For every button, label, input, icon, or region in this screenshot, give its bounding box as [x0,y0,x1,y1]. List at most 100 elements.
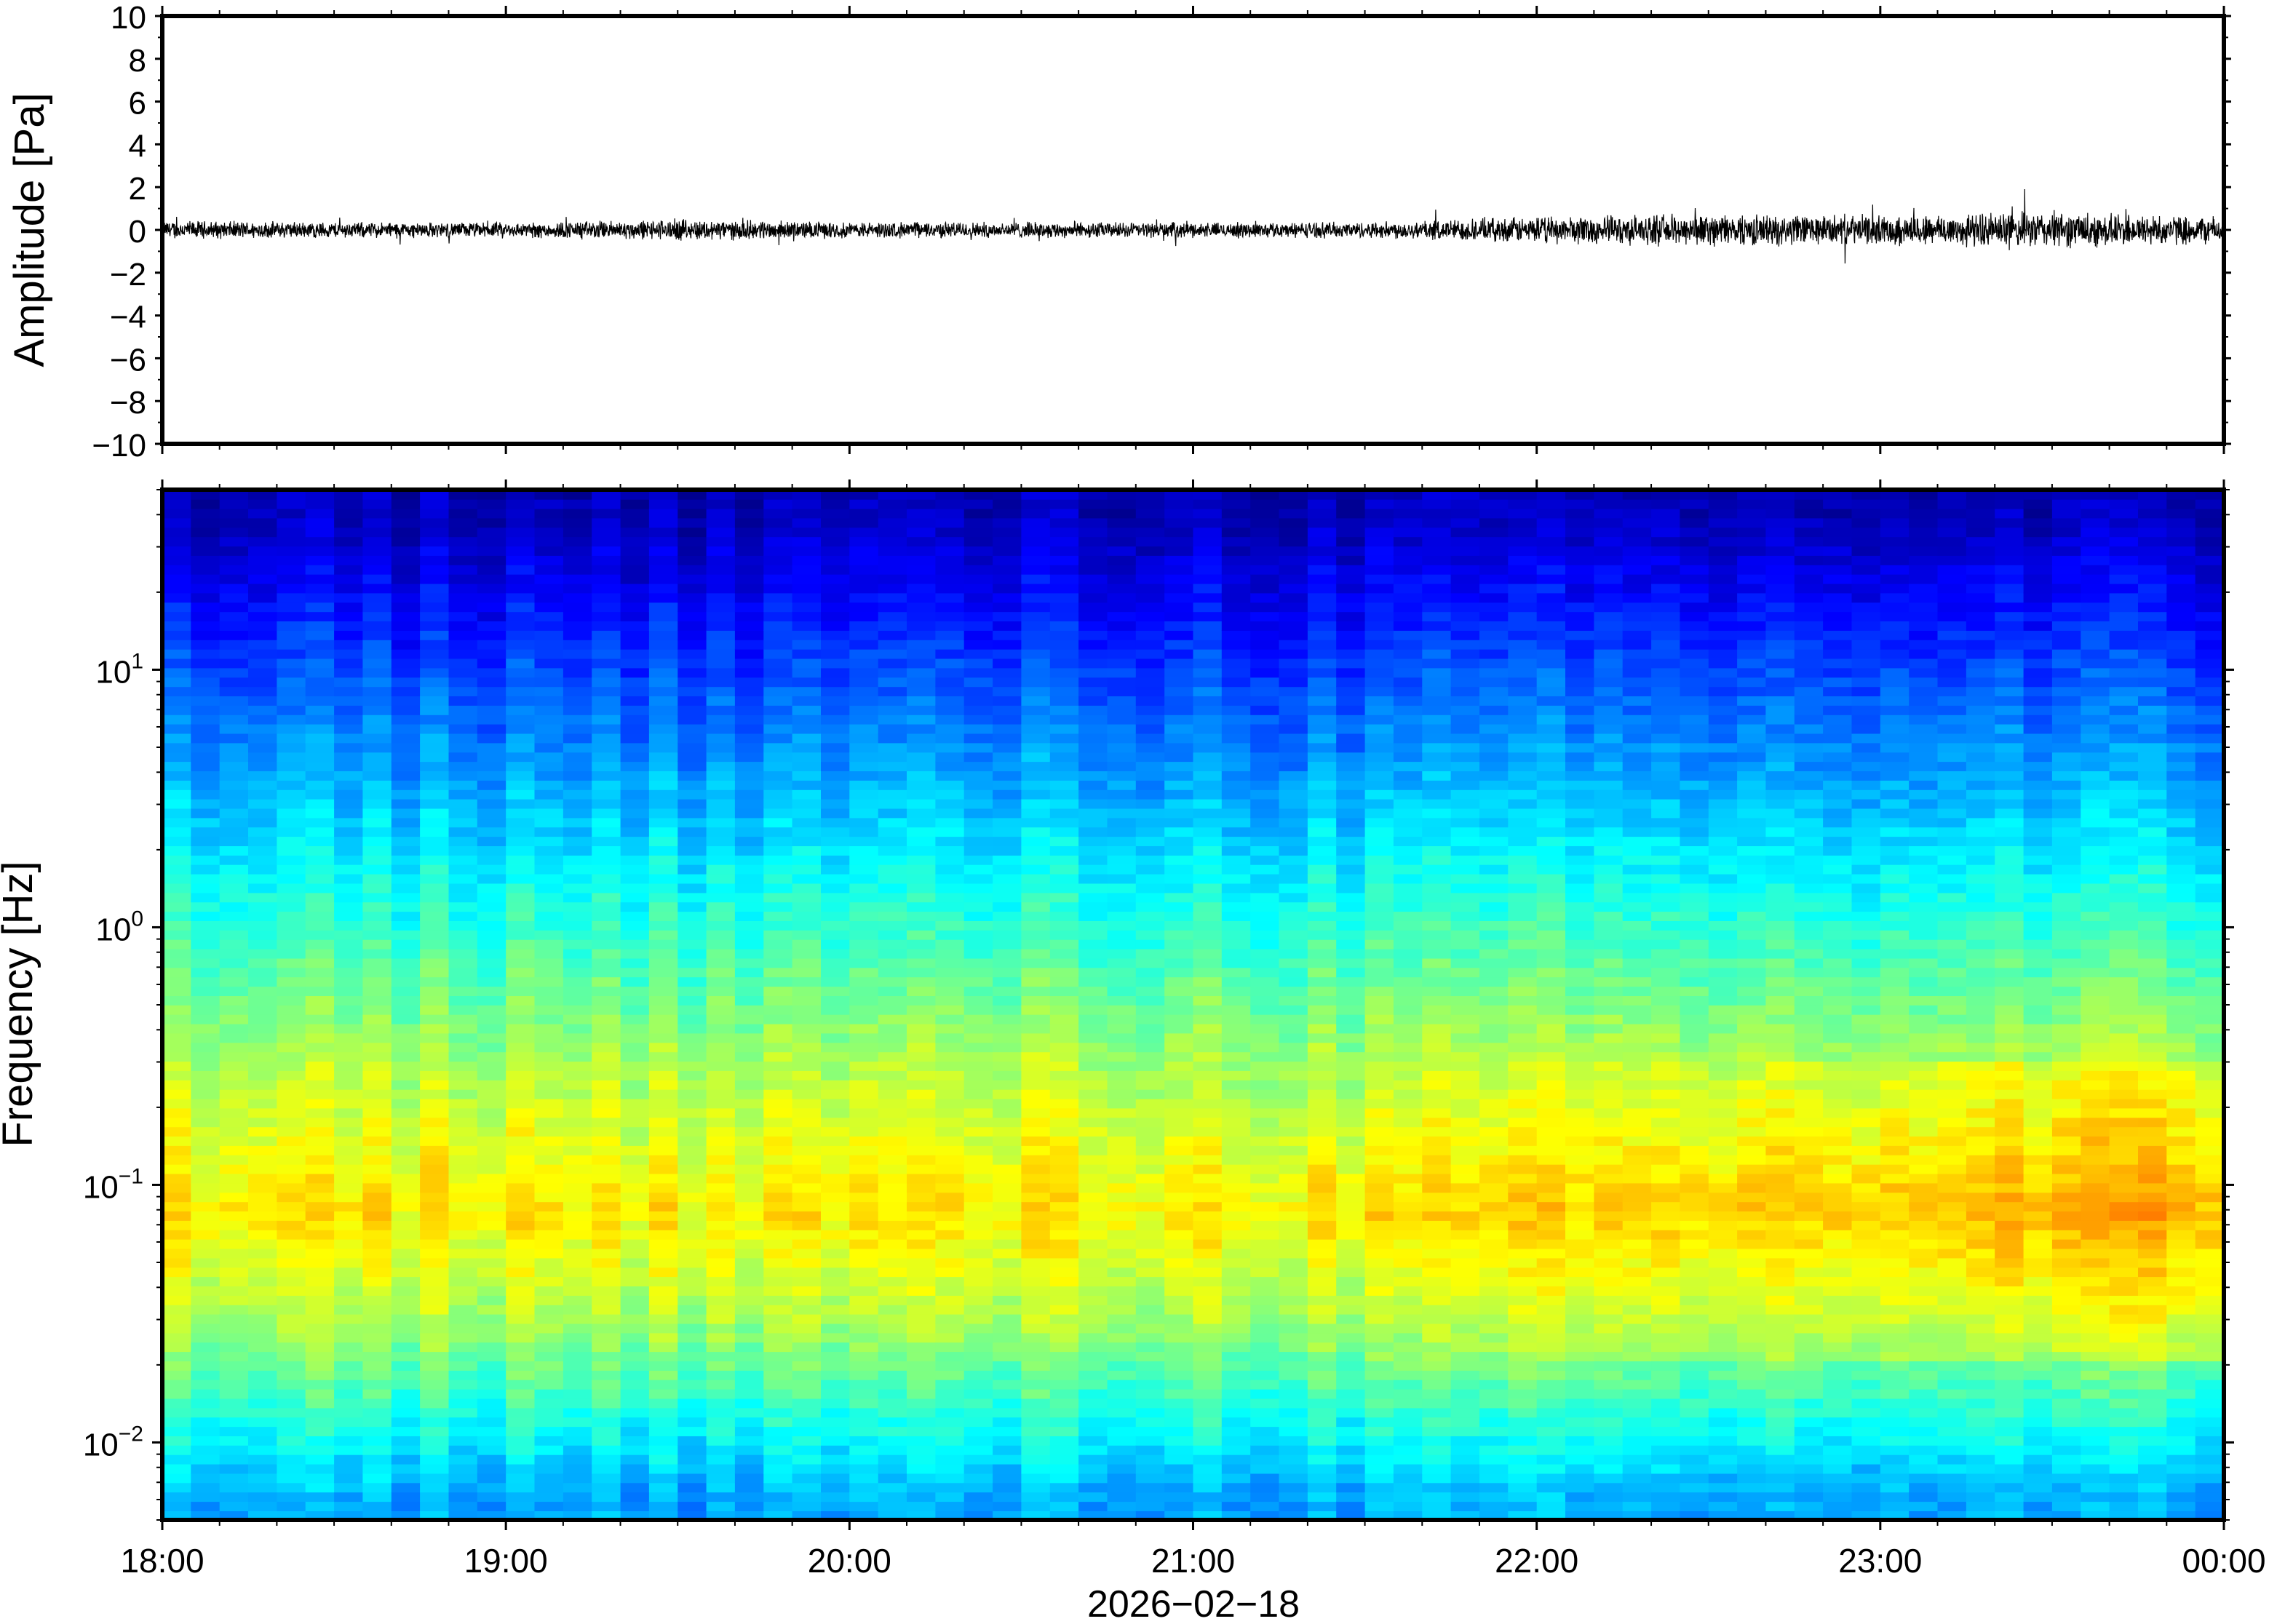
spectrogram-cell [1049,1445,1079,1455]
spectrogram-cell [1193,1304,1223,1315]
spectrogram-cell [993,565,1022,575]
spectrogram-cell [821,667,851,678]
spectrogram-cell [592,696,621,706]
spectrogram-cell [620,789,650,800]
spectrogram-cell [935,658,965,669]
spectrogram-cell [620,490,650,500]
spectrogram-cell [1135,648,1165,659]
spectrogram-cell [191,911,220,921]
spectrogram-cell [362,677,392,688]
spectrogram-cell [849,1182,879,1193]
spectrogram-cell [334,1163,364,1174]
spectrogram-cell [219,1201,249,1211]
spectrogram-cell [191,621,220,631]
spectrogram-cell [1393,1257,1423,1268]
spectrogram-cell [963,930,993,940]
spectrogram-cell [391,873,421,884]
spectrogram-cell [592,808,621,819]
spectrogram-cell [1250,1276,1280,1286]
spectrogram-cell [792,771,822,781]
spectrogram-cell [1221,1117,1251,1128]
spectrogram-cell [563,1257,592,1268]
spectrogram-cell [821,527,851,538]
spectrogram-cell [1336,930,1366,940]
spectrogram-cell [648,827,678,837]
spectrogram-cell [1049,1211,1079,1221]
spectrogram-cell [1135,1051,1165,1062]
spectrogram-cell [1193,1173,1223,1184]
spectrogram-cell [219,1211,249,1221]
spectrogram-cell [1250,1295,1280,1305]
spectrogram-cell [677,1088,707,1099]
spectrogram-cell [648,1229,678,1240]
spectrogram-cell [191,1445,220,1455]
spectrogram-cell [1021,714,1051,725]
spectrogram-cell [563,648,592,659]
spectrogram-cell [1221,508,1251,519]
spectrogram-cell [506,733,536,744]
spectrogram-cell [219,565,249,575]
spectrogram-cell [1250,771,1280,781]
spectrogram-cell [878,1492,907,1502]
spectrogram-cell [362,621,392,631]
spectrogram-cell [1049,1426,1079,1436]
spectrogram-cell [1307,1463,1337,1474]
spectrogram-cell [1364,1454,1394,1465]
spectrogram-cell [506,602,536,613]
spectrogram-cell [878,686,907,696]
spectrogram-cell [849,789,879,800]
spectrogram-cell [763,1370,793,1380]
spectrogram-cell [448,1136,478,1146]
spectrogram-cell [191,696,220,706]
spectrogram-cell [878,948,907,959]
spectrogram-cell [677,1295,707,1305]
spectrogram-cell [849,1407,879,1418]
spectrogram-cell [592,1192,621,1203]
spectrogram-cell [907,1117,937,1128]
spectrogram-cell [563,1229,592,1240]
spectrogram-cell [706,573,736,584]
spectrogram-cell [993,696,1022,706]
spectrogram-cell [734,986,764,996]
spectrogram-cell [1221,1257,1251,1268]
spectrogram-cell [1307,986,1337,996]
spectrogram-cell [334,611,364,621]
spectrogram-cell [1049,621,1079,631]
spectrogram-cell [677,1070,707,1080]
spectrogram-cell [191,930,220,940]
spectrogram-cell [677,1201,707,1211]
spectrogram-cell [763,1286,793,1296]
spectrogram-cell [1107,1155,1137,1165]
spectrogram-cell [391,1323,421,1334]
spectrogram-cell [1107,1417,1137,1428]
spectrogram-cell [1107,1145,1137,1155]
spectrogram-cell [1107,1220,1137,1230]
spectrogram-cell [162,723,192,734]
spectrogram-cell [1307,1070,1337,1080]
spectrogram-cell [334,1286,364,1296]
spectrogram-cell [1250,508,1280,519]
spectrogram-cell [1364,771,1394,781]
spectrogram-cell [620,1238,650,1249]
spectrogram-cell [763,845,793,856]
spectrogram-cell [792,864,822,875]
spectrogram-cell [648,930,678,940]
spectrogram-cell [506,817,536,828]
spectrogram-cell [1221,967,1251,978]
spectrogram-cell [277,640,306,650]
spectrogram-cell [305,583,335,594]
spectrogram-cell [821,592,851,603]
spectrogram-cell [1049,930,1079,940]
spectrogram-cell [792,1473,822,1484]
spectrogram-cell [1164,1454,1194,1465]
spectrogram-cell [677,752,707,763]
spectrogram-cell [191,845,220,856]
spectrogram-cell [763,565,793,575]
spectrogram-cell [821,1014,851,1024]
spectrogram-cell [792,1388,822,1399]
spectrogram-cell [592,920,621,931]
spectrogram-cell [362,1032,392,1043]
spectrogram-cell [907,1182,937,1193]
spectrogram-cell [849,1304,879,1315]
spectrogram-cell [1279,1211,1308,1221]
